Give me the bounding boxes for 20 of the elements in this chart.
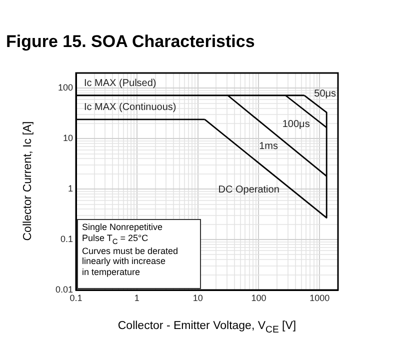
series-label: 100μs [282,118,310,130]
x-tick-label: 0.1 [70,292,82,303]
chart-title: Figure 15. SOA Characteristics [6,32,255,52]
x-tick-label: 100 [251,292,266,303]
y-tick-label: 0.01 [55,284,73,294]
series-label: Ic MAX (Pulsed) [84,78,156,90]
y-tick-label: 100 [58,82,73,93]
series-label: DC Operation [218,184,280,196]
y-tick-label: 10 [62,133,73,144]
series-label: 50μs [314,88,336,100]
series-label: Ic MAX (Continuous) [84,102,176,114]
series-label: 1ms [259,141,278,152]
y-tick-label: 0.1 [60,234,73,244]
x-tick-label: 1 [134,292,140,303]
y-tick-label: 1 [68,184,73,194]
y-axis-title: Collector Current, Ic [A] [22,121,34,241]
x-tick-label: 10 [192,292,203,303]
annotation: Single Nonrepetitive Pulse T$_{C}$ = 25°C Curves must be derated linearly with increase in temperature [77,219,201,289]
x-tick-label: 1000 [310,292,330,303]
x-axis-title: Collector - Emitter Voltage, V$_{CE}$ [V] [116,320,298,336]
